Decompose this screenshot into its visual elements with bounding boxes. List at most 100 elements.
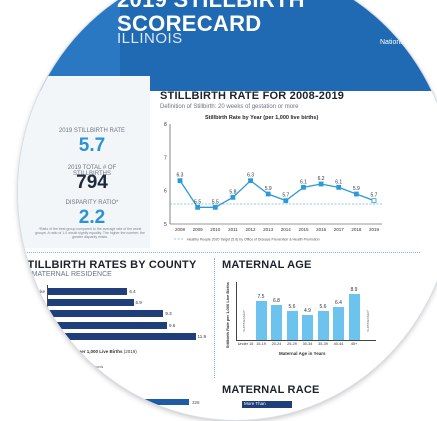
bottom-left-bar	[96, 399, 189, 405]
trend-data-label: 6.2	[318, 176, 325, 182]
page-title: 2019 STILLBIRTH SCORECARD	[117, 0, 305, 36]
trend-section-title: STILLBIRTH RATE FOR 2008-2019	[160, 90, 345, 102]
county-bar	[48, 332, 196, 340]
county-value: 6.9	[135, 300, 142, 306]
disparity-label: DISPARITY RATIO*	[65, 200, 119, 206]
disparity-value: 2.2	[78, 207, 106, 228]
county-axis	[47, 285, 48, 345]
column-divider	[214, 258, 215, 378]
age-bar	[255, 301, 267, 340]
trend-x-tick: 2014	[281, 227, 292, 232]
age-data-label: 5.6	[319, 303, 327, 310]
county-source: ...of Public Health, Division of Vital R…	[36, 365, 104, 369]
county-bar	[48, 321, 168, 329]
trend-point	[177, 178, 183, 184]
trend-point	[195, 204, 201, 210]
trend-point	[212, 204, 218, 210]
age-data-label: 6.8	[273, 297, 280, 304]
age-bar	[333, 306, 344, 340]
trend-point	[318, 181, 324, 187]
trend-x-tick: 2011	[228, 227, 238, 232]
trend-data-label: 6.1	[300, 179, 307, 185]
age-bar	[271, 304, 282, 340]
bottom-right-title: MATERNAL RACE	[222, 384, 320, 396]
trend-x-tick: 2009	[193, 227, 204, 232]
brand-left-line-1: ACY	[18, 30, 33, 37]
trend-data-label: 6.1	[335, 179, 342, 185]
age-suppressed: SUPPRESSED*	[366, 310, 370, 332]
age-category-label: 15-19	[256, 342, 266, 346]
trend-y-tick: 8	[164, 122, 167, 128]
age-data-label: 8.9	[350, 286, 358, 293]
trend-point	[248, 178, 253, 184]
trend-x-tick: 2012	[246, 227, 257, 232]
trend-x-tick: 2013	[263, 227, 274, 232]
age-category-label: 25-29	[287, 342, 297, 346]
race-box: More Than	[242, 401, 292, 408]
trend-x-tick: 2018	[351, 227, 362, 232]
age-x-label: Maternal Age in Years	[279, 351, 326, 356]
rate-value: 5.7	[78, 135, 106, 156]
age-bar	[286, 310, 298, 340]
trend-series-line	[179, 179, 375, 208]
age-bar	[348, 293, 360, 340]
title-line-2: SCORECARD	[117, 11, 262, 36]
scorecard-page: 2019 STILLBIRTH SCORECARD ILLINOIS ACY A…	[18, 0, 437, 420]
header-accent	[18, 0, 120, 91]
age-category-label: 45+	[350, 342, 358, 346]
age-y-axis	[236, 282, 237, 340]
county-name: Will	[37, 300, 45, 306]
trend-data-label: 5.9	[353, 186, 360, 192]
trend-point	[230, 194, 236, 200]
title-line-1: 2019 STILLBIRTH	[117, 0, 305, 12]
brand-logo-right: National	[380, 39, 406, 46]
trend-chart-title: Stillbirth Rate by Year (per 1,000 live …	[205, 115, 319, 121]
trend-point	[371, 198, 377, 204]
age-suppressed: SUPPRESSED*	[242, 310, 246, 332]
county-value: 6.4	[129, 289, 136, 294]
total-label: 2019 TOTAL # OF STILLBIRTHS	[67, 165, 117, 177]
trend-chart: 5 6 7 8 2008 2009 2010 2011 2012 2013 2014 2015 2016…	[164, 122, 382, 242]
age-data-label: 7.5	[257, 294, 265, 300]
trend-data-label: 5.5	[212, 199, 219, 205]
scorecard-lens: 2019 STILLBIRTH SCORECARD ILLINOIS ACY A…	[18, 0, 437, 420]
trend-data-label: 5.5	[194, 199, 201, 205]
age-category-label: 20-24	[271, 342, 282, 346]
trend-x-tick: 2016	[316, 227, 327, 232]
trend-x-tick: 2008	[175, 227, 186, 232]
state-name: ILLINOIS	[117, 30, 183, 47]
county-value: 11.9	[197, 333, 206, 339]
age-bar	[317, 310, 329, 340]
county-section-sub: OF MATERNAL RESIDENCE	[20, 271, 112, 278]
age-bar	[302, 314, 313, 340]
trend-definition: Definition of Stillbirth: 20 weeks of ge…	[160, 104, 299, 110]
trend-y-tick: 6	[164, 189, 167, 195]
age-category-label: 40-44	[333, 342, 344, 346]
stats-panel: 2019 STILLBIRTH RATE 5.7 2019 TOTAL # OF…	[18, 76, 150, 248]
trend-data-label: 5.7	[282, 193, 289, 199]
trend-data-label: 5.8	[229, 189, 236, 195]
brand-logo-left: ACY ATION	[18, 30, 39, 46]
age-data-label: 5.6	[288, 303, 296, 310]
county-axis-label-text: Stillbirth Rate per 1,000 Live Births	[48, 349, 123, 354]
age-data-label: 4.9	[304, 307, 311, 314]
total-value: 794	[76, 172, 108, 193]
star-logo-icon: ★	[398, 24, 416, 46]
trend-x-tick: 2017	[334, 227, 345, 232]
trend-x-tick: 2019	[369, 227, 380, 232]
section-divider	[20, 252, 420, 253]
header-banner: 2019 STILLBIRTH SCORECARD ILLINOIS ACY A…	[18, 0, 437, 91]
trend-point	[336, 184, 342, 190]
bottom-left-title: AGE	[96, 384, 121, 396]
age-section-title: MATERNAL AGE	[222, 259, 312, 271]
bottom-left-value: 328	[192, 400, 200, 405]
age-x-axis	[236, 340, 376, 341]
county-section-title: STILLBIRTH RATES BY COUNTY	[20, 259, 197, 271]
age-category-label: Under 15	[237, 342, 254, 346]
county-bar	[48, 299, 134, 307]
rate-label: 2019 STILLBIRTH RATE	[58, 128, 126, 134]
county-bar	[48, 310, 164, 318]
age-y-label: Stillbirth Rate per 1,000 Live Births	[225, 282, 230, 349]
trend-x-tick: 2015	[298, 227, 309, 232]
trend-y-tick: 7	[164, 155, 167, 161]
